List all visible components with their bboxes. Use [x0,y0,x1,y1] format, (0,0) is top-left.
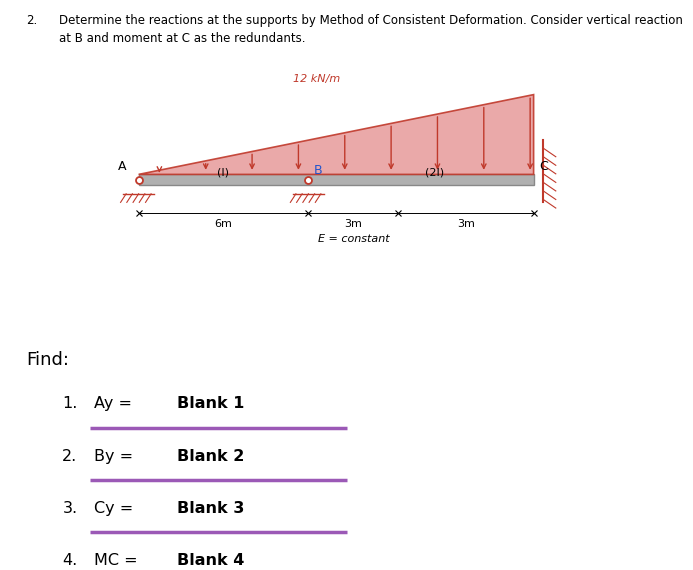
Text: 4.: 4. [62,553,78,568]
Text: By =: By = [94,449,138,463]
Text: 2.: 2. [26,14,37,27]
Text: Ay =: Ay = [94,396,137,411]
Text: Blank 1: Blank 1 [177,396,244,411]
Polygon shape [139,95,534,174]
Text: Blank 3: Blank 3 [177,501,244,516]
Text: A: A [118,160,126,173]
Text: Find:: Find: [26,351,69,369]
Text: Blank 2: Blank 2 [177,449,244,463]
Text: MC =: MC = [94,553,142,568]
Text: 1.: 1. [62,396,78,411]
Text: 3m: 3m [457,219,475,230]
Text: Blank 4: Blank 4 [177,553,244,568]
Text: C: C [539,160,548,173]
Text: E = constant: E = constant [317,234,389,245]
Text: 3.: 3. [62,501,78,516]
Text: Determine the reactions at the supports by Method of Consistent Deformation. Con: Determine the reactions at the supports … [59,14,683,45]
Text: (2I): (2I) [426,168,444,178]
Text: (I): (I) [218,168,229,178]
Text: 12 kN/m: 12 kN/m [292,74,340,84]
Text: B: B [314,164,322,177]
FancyBboxPatch shape [139,174,534,185]
Text: Cy =: Cy = [94,501,138,516]
Text: 2.: 2. [62,449,78,463]
Text: 6m: 6m [215,219,232,230]
Text: 3m: 3m [344,219,362,230]
